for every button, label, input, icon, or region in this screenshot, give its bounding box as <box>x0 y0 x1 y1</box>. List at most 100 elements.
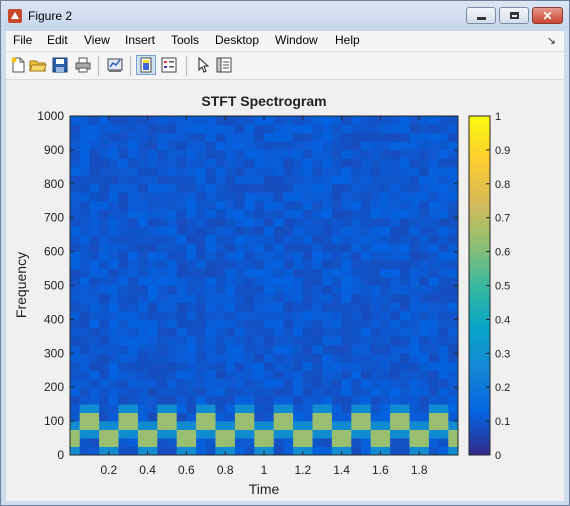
heatmap-cell <box>419 260 430 269</box>
heatmap-cell <box>254 183 265 193</box>
heatmap-cell <box>99 378 110 388</box>
heatmap-cell <box>351 226 362 236</box>
heatmap-cell <box>225 277 236 286</box>
dock-arrow-icon[interactable]: ↘ <box>546 35 556 47</box>
heatmap-cell <box>273 387 284 397</box>
heatmap-cell <box>215 327 226 337</box>
heatmap-cell <box>419 310 430 320</box>
heatmap-cell <box>99 310 110 320</box>
menu-tools[interactable]: Tools <box>171 33 200 47</box>
heatmap-cell <box>293 141 304 151</box>
heatmap-cell <box>70 226 81 236</box>
heatmap-cell <box>70 200 81 210</box>
heatmap-cell <box>399 192 410 202</box>
heatmap-cell <box>99 421 110 430</box>
heatmap-cell <box>108 429 119 439</box>
heatmap-cell <box>254 226 265 236</box>
heatmap-cell <box>215 149 226 159</box>
heatmap-cell <box>157 209 168 219</box>
heatmap-cell <box>147 234 158 244</box>
heatmap-cell <box>108 277 119 286</box>
title-bar[interactable]: Figure 2 ✕ <box>1 1 569 31</box>
heatmap-cell <box>157 344 168 354</box>
menu-help[interactable]: Help <box>335 33 360 47</box>
menu-view[interactable]: View <box>84 33 110 47</box>
heatmap-cell <box>283 429 294 439</box>
heatmap-cell <box>428 319 439 329</box>
heatmap-cell <box>89 116 100 125</box>
heatmap-cell <box>244 344 255 354</box>
heatmap-cell <box>254 192 265 202</box>
heatmap-cell <box>137 268 148 278</box>
heatmap-cell <box>273 209 284 219</box>
heatmap-cell <box>361 327 372 337</box>
heatmap-cell <box>264 166 275 176</box>
heatmap-cell <box>254 149 265 159</box>
heatmap-cell <box>234 124 245 134</box>
heatmap-cell <box>428 226 439 236</box>
heatmap-cell <box>293 361 304 371</box>
heatmap-cell <box>273 378 284 388</box>
menu-insert[interactable]: Insert <box>125 33 156 47</box>
menu-edit[interactable]: Edit <box>47 33 68 47</box>
heatmap-cell <box>264 116 275 125</box>
heatmap-cell <box>361 192 372 202</box>
heatmap-cell <box>205 378 216 388</box>
heatmap-cell <box>157 175 168 185</box>
heatmap-cell <box>108 302 119 312</box>
heatmap-cell <box>225 226 236 236</box>
heatmap-cell <box>128 226 139 236</box>
save-icon[interactable] <box>51 56 69 74</box>
heatmap-cell <box>118 429 129 439</box>
spectrogram-plot[interactable]: STFT Spectrogram 0.2 0.4 0.6 0.8 1 1.2 1.4 1.6 1… <box>6 80 564 501</box>
heatmap-cell <box>70 166 81 176</box>
heatmap-cell <box>331 446 342 456</box>
heatmap-cell <box>234 285 245 295</box>
heatmap-cell <box>448 378 459 388</box>
heatmap-cell <box>361 251 372 261</box>
menu-window[interactable]: Window <box>275 33 318 47</box>
heatmap-cell <box>312 141 323 151</box>
heatmap-cell <box>205 226 216 236</box>
close-button[interactable]: ✕ <box>532 7 563 24</box>
heatmap-cell <box>79 395 90 405</box>
heatmap-cell <box>331 116 342 125</box>
heatmap-cell <box>312 378 323 388</box>
minimize-button[interactable] <box>466 7 496 24</box>
print-icon[interactable] <box>74 56 92 74</box>
heatmap-cell <box>302 370 313 380</box>
heatmap-cell <box>147 141 158 151</box>
insert-colorbar-icon[interactable] <box>136 55 156 75</box>
heatmap-cell <box>293 175 304 185</box>
heatmap-cell <box>196 319 207 329</box>
menu-file[interactable]: File <box>13 33 33 47</box>
heatmap-cell <box>428 260 439 269</box>
heatmap-cell <box>351 209 362 219</box>
new-figure-icon[interactable] <box>9 56 27 74</box>
maximize-button[interactable] <box>499 7 529 24</box>
heatmap-cell <box>448 251 459 261</box>
heatmap-cell <box>273 132 284 142</box>
link-plot-icon[interactable] <box>106 56 124 74</box>
heatmap-cell <box>234 234 245 244</box>
menu-desktop[interactable]: Desktop <box>215 33 260 47</box>
heatmap-cell <box>351 141 362 151</box>
heatmap-cell <box>108 234 119 244</box>
colorbar-tick-label: 0.8 <box>495 179 510 191</box>
heatmap-cell <box>438 378 449 388</box>
heatmap-cell <box>283 192 294 202</box>
heatmap-cell <box>283 412 294 422</box>
insert-legend-icon[interactable] <box>160 56 178 74</box>
property-inspector-icon[interactable] <box>215 56 233 74</box>
heatmap-cell <box>312 209 323 219</box>
heatmap-cell <box>438 251 449 261</box>
heatmap-cell <box>147 293 158 303</box>
heatmap-cell <box>351 116 362 125</box>
open-file-icon[interactable] <box>29 56 47 74</box>
heatmap-cell <box>409 336 420 346</box>
heatmap-cell <box>147 336 158 346</box>
heatmap-cell <box>312 260 323 269</box>
heatmap-cell <box>322 293 333 303</box>
heatmap-cell <box>273 327 284 337</box>
pointer-icon[interactable] <box>194 56 212 74</box>
